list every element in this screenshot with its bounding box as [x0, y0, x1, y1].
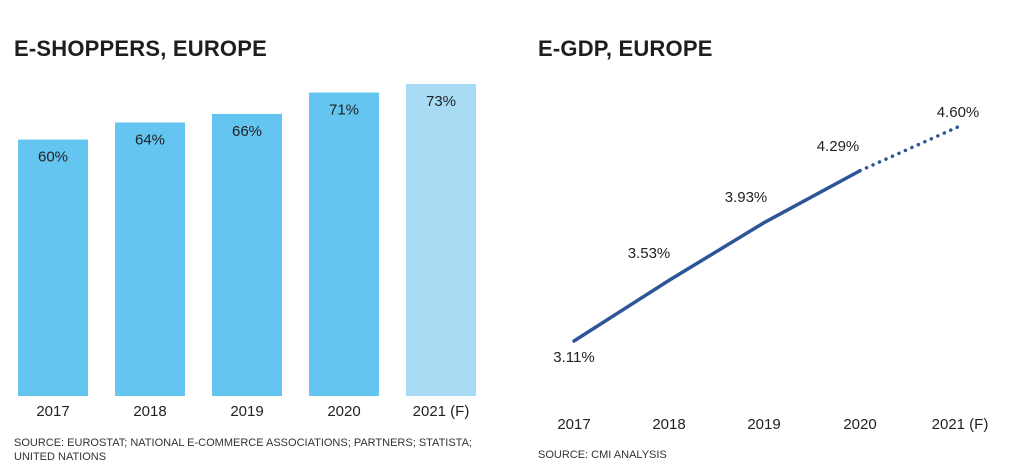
- bar-2019: [212, 113, 282, 396]
- e-gdp-source: SOURCE: CMI ANALYSIS: [538, 449, 667, 461]
- x-tick-label: 2021 (F): [413, 403, 470, 420]
- bar-value-label: 60%: [38, 149, 68, 166]
- e-shoppers-bar-chart: 60% 2017 64% 2018 66% 2019 71% 2020 73% 2021 (F): [18, 84, 476, 420]
- bar-value-label: 73%: [426, 93, 456, 110]
- x-tick-label: 2017: [36, 403, 69, 420]
- e-shoppers-title: E-SHOPPERS, EUROPE: [14, 36, 267, 61]
- line-value-label: 3.53%: [628, 245, 671, 262]
- x-tick-label: 2020: [843, 416, 876, 433]
- line-value-label: 3.11%: [553, 349, 594, 366]
- line-value-label: 4.60%: [937, 104, 980, 121]
- e-gdp-line-chart: 3.11% 2017 3.53% 2018 3.93% 2019 4.29% 2020 4.60…: [553, 104, 989, 433]
- bar-value-label: 71%: [329, 102, 359, 119]
- x-tick-label: 2021 (F): [932, 416, 989, 433]
- bar-value-label: 64%: [135, 131, 165, 148]
- e-shoppers-panel: E-SHOPPERS, EUROPE 60% 2017 64% 2018 66% 2019…: [0, 0, 500, 475]
- line-value-label: 3.93%: [725, 189, 768, 206]
- bar-2017: [18, 139, 88, 396]
- bar-value-label: 66%: [232, 123, 262, 140]
- e-gdp-title: E-GDP, EUROPE: [538, 36, 713, 61]
- e-gdp-panel: E-GDP, EUROPE 3.11% 2017 3.53% 2018 3.93% 201…: [520, 0, 1024, 475]
- e-gdp-actual-line: [572, 168, 862, 343]
- x-tick-label: 2019: [230, 403, 263, 420]
- x-tick-label: 2018: [652, 416, 685, 433]
- x-tick-label: 2020: [327, 403, 360, 420]
- bar-2018: [115, 122, 185, 396]
- bar-2021f: [406, 84, 476, 396]
- x-tick-label: 2017: [557, 416, 590, 433]
- x-tick-label: 2018: [133, 403, 166, 420]
- line-value-label: 4.29%: [817, 138, 860, 155]
- e-shoppers-source: SOURCE: EUROSTAT; NATIONAL E-COMMERCE AS…: [14, 437, 472, 463]
- x-tick-label: 2019: [747, 416, 780, 433]
- bar-2020: [309, 92, 379, 396]
- e-gdp-forecast-line: [858, 124, 962, 173]
